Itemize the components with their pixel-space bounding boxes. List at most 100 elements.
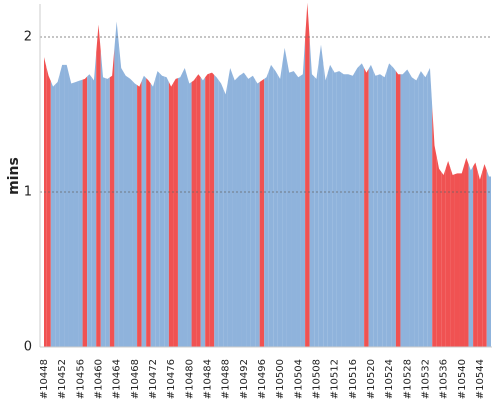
area-segment (100, 50, 106, 347)
area-segment (273, 68, 278, 347)
area-segment (182, 68, 188, 347)
area-segment (441, 167, 446, 347)
area-segment (482, 164, 487, 347)
area-segment (432, 106, 437, 347)
area-segment (68, 74, 74, 347)
area-segment (277, 63, 283, 347)
area-segment (386, 63, 392, 347)
area-segment (400, 71, 405, 347)
x-tick-label: #10496 (257, 359, 268, 399)
x-tick-label: #10504 (293, 359, 304, 399)
x-tick-label: #10452 (57, 359, 68, 399)
x-tick-label: #10448 (39, 359, 50, 399)
area-segment (118, 44, 124, 347)
x-tick-label: #10476 (166, 359, 177, 399)
area-segment (73, 81, 79, 348)
area-segment (364, 68, 369, 347)
area-segment (91, 52, 97, 347)
area-segment (423, 72, 428, 348)
area-segment (55, 73, 60, 348)
area-segment (137, 81, 142, 348)
x-tick-label: #10464 (112, 359, 123, 399)
x-tick-label: #10532 (420, 359, 431, 399)
area-segment (436, 157, 442, 347)
x-tick-label: #10468 (130, 359, 141, 399)
area-segment (59, 64, 65, 348)
x-tick-label: #10460 (93, 359, 104, 399)
y-axis-label: mins (6, 157, 22, 195)
area-segment (264, 71, 269, 347)
area-segment (205, 73, 210, 348)
area-segment (377, 74, 383, 347)
area-segment (259, 78, 265, 347)
area-segment (146, 78, 151, 347)
x-tick-label: #10512 (330, 359, 341, 399)
area-segment (128, 77, 133, 348)
area-segment (250, 75, 256, 347)
area-segment (87, 74, 92, 347)
area-segment (46, 66, 51, 347)
area-segment (173, 78, 178, 347)
area-segment (355, 65, 360, 348)
y-tick-label: 1 (24, 185, 32, 200)
x-tick-label: #10484 (202, 359, 213, 399)
area-segment (332, 68, 337, 348)
area-segment (109, 48, 115, 347)
x-tick-label: #10536 (439, 359, 450, 399)
area-segment (477, 171, 483, 347)
area-segment (414, 75, 419, 347)
area-segment (318, 44, 324, 347)
area-segment (214, 74, 219, 347)
area-segment (282, 47, 287, 347)
area-segment (132, 81, 138, 348)
area-segment (468, 164, 474, 347)
area-segment (373, 70, 378, 347)
x-tick-label: #10488 (221, 359, 232, 399)
area-segment (391, 65, 396, 348)
area-segment (64, 64, 69, 348)
area-segment (44, 57, 47, 348)
x-tick-label: #10472 (148, 359, 159, 399)
area-segment (232, 74, 237, 347)
area-segment (395, 71, 401, 347)
area-segment (159, 73, 165, 348)
area-segment (155, 71, 160, 347)
area-segment (168, 81, 174, 347)
area-segment (314, 61, 319, 348)
area-segment (445, 161, 451, 347)
area-segment (382, 70, 387, 347)
area-segment (427, 68, 433, 347)
area-segment (196, 74, 201, 347)
area-segment (473, 162, 478, 347)
area-segment (464, 157, 469, 347)
area-segment (486, 170, 491, 347)
area-segment (141, 75, 147, 347)
x-tick-label: #10516 (348, 359, 359, 399)
area-segment (82, 76, 88, 348)
x-tick-label: #10544 (475, 359, 486, 399)
area-segment (450, 167, 455, 347)
area-segment (336, 71, 342, 347)
area-segment (300, 38, 306, 348)
x-tick-label: #10540 (457, 359, 468, 399)
area-segment (209, 72, 215, 348)
x-tick-label: #10480 (184, 359, 195, 399)
area-segment (268, 64, 274, 348)
x-tick-label: #10492 (239, 359, 250, 399)
area-segment (191, 77, 197, 348)
area-segment (246, 75, 251, 347)
area-segment (341, 72, 346, 348)
area-segment (150, 78, 156, 347)
area-segment (286, 60, 292, 347)
area-segment (105, 77, 110, 348)
area-segment (164, 76, 169, 348)
area-segment (350, 71, 356, 347)
area-segment (114, 21, 119, 347)
area-segment (291, 71, 297, 347)
area-segment (345, 74, 351, 347)
area-segment (218, 80, 224, 348)
y-tick-label: 2 (24, 30, 32, 45)
area-segment (418, 71, 424, 347)
x-tick-label: #10520 (366, 359, 377, 399)
